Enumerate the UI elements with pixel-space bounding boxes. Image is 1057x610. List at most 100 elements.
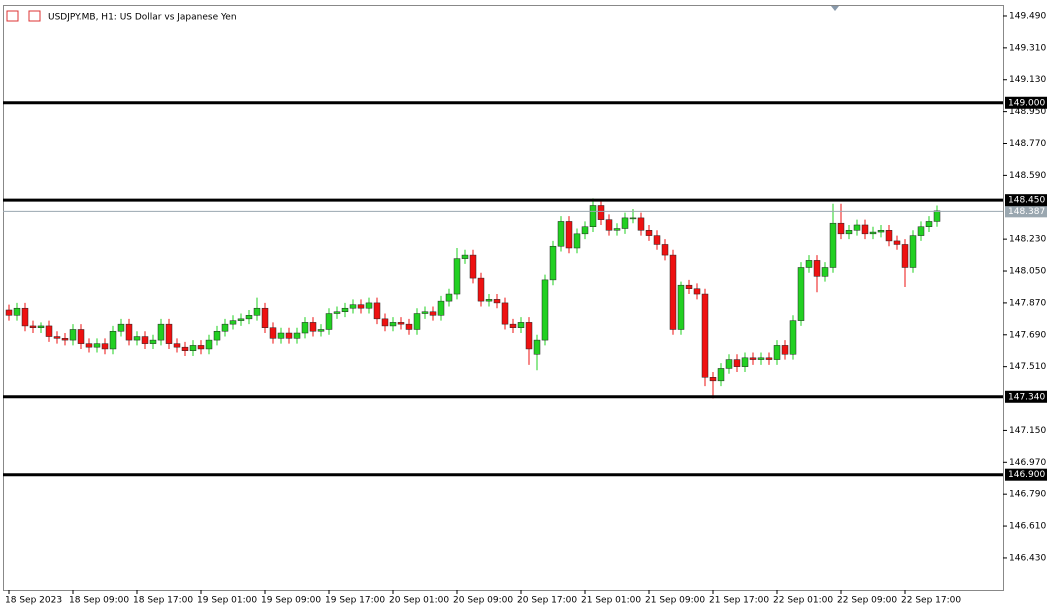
x-tick-label: 18 Sep 2023 [5,596,62,606]
candle-body [133,336,141,341]
candle-body [29,325,37,328]
candle-body [525,322,533,350]
y-tick-label: 146.430 [1009,553,1046,563]
candle-body [533,339,541,355]
candle-body [397,322,405,325]
y-tick-label: 148.770 [1009,139,1046,149]
y-tick-label: 148.950 [1009,107,1046,117]
candle-body [621,217,629,229]
candle-body [197,345,205,350]
y-tick-label: 148.230 [1009,235,1046,245]
x-tick-label: 19 Sep 09:00 [261,596,321,606]
candle-body [381,318,389,327]
candle-body [861,224,869,235]
candle-body [189,345,197,351]
candle-body [5,309,13,316]
candle-body [597,205,605,220]
candle-body [877,230,885,233]
candle-body [573,233,581,249]
candle-body [757,357,765,360]
level-label: 147.340 [1008,392,1045,402]
x-tick-label: 21 Sep 01:00 [581,596,641,606]
candle-body [317,329,325,332]
candle-body [173,343,181,348]
candle-body [101,343,109,350]
candle-body [837,222,845,235]
candle-body [693,288,701,295]
level-label: 149.000 [1008,98,1045,108]
candle-body [77,329,85,344]
candle-body [93,343,101,348]
candle-body [229,320,237,325]
y-tick-label: 149.310 [1009,43,1046,53]
candle-body [701,293,709,378]
candle-body [581,226,589,235]
candle-body [301,322,309,334]
candle-body [781,345,789,355]
y-tick-label: 146.610 [1009,522,1046,532]
y-tick-label: 147.690 [1009,330,1046,340]
candle-body [589,205,597,227]
x-tick-label: 21 Sep 09:00 [645,596,705,606]
candle-body [485,299,493,302]
candle-body [821,267,829,277]
candle-body [429,311,437,316]
candle-body [797,267,805,321]
price-label-box [1005,205,1047,218]
candle-body [509,323,517,328]
candle-body [389,322,397,327]
x-tick-label: 22 Sep 01:00 [773,596,833,606]
x-tick-label: 22 Sep 09:00 [837,596,897,606]
y-tick-label: 149.490 [1009,11,1046,21]
y-tick-label: 148.050 [1009,267,1046,277]
candle-body [357,304,365,309]
x-tick-label: 19 Sep 17:00 [325,596,385,606]
candle-body [741,357,749,367]
y-tick-label: 146.970 [1009,458,1046,468]
candle-body [477,277,485,302]
level-label-box [1005,390,1047,403]
candle-body [677,284,685,330]
candle-body [149,339,157,344]
x-tick-label: 20 Sep 09:00 [453,596,513,606]
chart-title: USDJPY.MB, H1: US Dollar vs Japanese Yen [48,13,237,23]
candle-body [85,343,93,348]
candle-body [349,304,357,309]
candle-body [709,377,717,382]
candle-body [437,300,445,316]
candle-body [213,330,221,341]
candle-body [469,254,477,279]
candle-body [221,323,229,332]
x-tick-label: 20 Sep 01:00 [389,596,449,606]
candle-body [517,322,525,328]
x-tick-label: 18 Sep 17:00 [133,596,193,606]
candle-body [333,311,341,314]
candle-body [789,320,797,355]
plot-frame [3,5,1004,591]
candle-body [405,323,413,330]
candle-body [445,293,453,302]
candle-body [117,323,125,332]
candle-body [853,224,861,231]
x-tick-label: 20 Sep 17:00 [517,596,577,606]
candle-body [549,245,557,281]
y-tick-label: 146.790 [1009,490,1046,500]
candle-body [325,313,333,330]
candle-body [285,332,293,339]
candle-body [733,359,741,367]
candle-body [765,357,773,360]
candle-body [453,258,461,295]
candle-body [661,244,669,256]
candle-body [805,260,813,268]
candle-body [613,228,621,231]
candle-body [557,221,565,247]
y-tick-label: 147.870 [1009,298,1046,308]
candle-body [909,235,917,268]
level-label-box [1005,96,1047,109]
candle-body [629,217,637,220]
candle-body [925,221,933,227]
candle-body [813,260,821,277]
price-label: 148.387 [1008,207,1045,217]
candle-body [53,336,61,339]
